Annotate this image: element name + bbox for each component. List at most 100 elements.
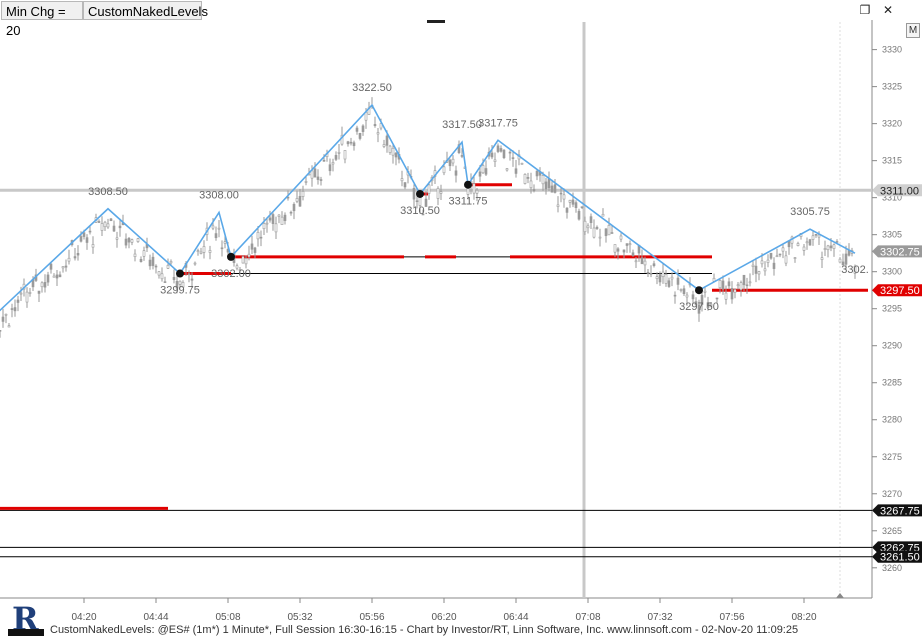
candle-body: [586, 225, 590, 229]
candle-body: [391, 147, 395, 156]
candle-body: [820, 257, 824, 260]
candle-body: [340, 134, 344, 145]
candle-body: [580, 206, 584, 208]
candle-body: [604, 228, 608, 237]
candle-body: [739, 282, 743, 290]
candle-body: [535, 170, 539, 177]
candle-body: [700, 295, 704, 305]
candle-body: [49, 263, 53, 270]
custom-naked-levels-tab[interactable]: CustomNakedLevels: [83, 1, 208, 20]
candle-body: [718, 280, 722, 289]
candle-body: [37, 290, 41, 294]
candle-body: [115, 237, 119, 240]
pivot-label: 3311.75: [449, 196, 488, 208]
pivot-label: 3299.75: [160, 285, 200, 297]
x-tick-label: 08:20: [791, 612, 816, 623]
candle-body: [523, 174, 527, 184]
candle-body: [442, 166, 446, 174]
candle-body: [673, 294, 677, 297]
candle-body: [481, 165, 485, 174]
candle-body: [655, 276, 659, 279]
candle-body: [541, 175, 545, 185]
candle-body: [136, 238, 140, 242]
candle-body: [148, 259, 152, 267]
candle-body: [829, 245, 833, 249]
candle-body: [595, 226, 599, 229]
candle-body: [400, 178, 404, 182]
m-button[interactable]: M: [906, 23, 920, 38]
candle-body: [658, 274, 662, 283]
candle-body: [697, 304, 701, 314]
candle-body: [394, 152, 398, 158]
investor-rt-logo-icon: R: [8, 600, 44, 638]
candle-body: [706, 302, 710, 309]
candle-body: [16, 299, 20, 303]
top-handle: [427, 20, 445, 23]
candle-body: [565, 207, 569, 213]
candle-body: [772, 262, 776, 269]
candle-body: [766, 259, 770, 263]
candle-body: [376, 132, 380, 135]
candle-body: [43, 282, 47, 288]
candle-body: [496, 145, 500, 152]
candle-body: [661, 271, 665, 278]
candle-body: [40, 282, 44, 288]
close-icon[interactable]: ✕: [882, 3, 894, 17]
candle-body: [583, 220, 587, 233]
candle-body: [58, 274, 62, 278]
candle-body: [436, 188, 440, 199]
restore-icon[interactable]: ❐: [859, 3, 871, 17]
candle-body: [631, 252, 635, 257]
candle-body: [748, 281, 752, 284]
candle-body: [730, 288, 734, 300]
candle-body: [559, 192, 563, 195]
time-marker-triangle-icon: [836, 593, 844, 598]
candle-body: [346, 141, 350, 145]
candle-body: [169, 261, 173, 264]
candle-body: [283, 214, 287, 221]
candle-body: [526, 177, 530, 179]
candle-body: [4, 313, 8, 316]
y-tick-label: 3275: [882, 452, 902, 462]
candle-body: [694, 301, 698, 305]
candle-body: [313, 168, 317, 178]
pivot-label: 3322.50: [352, 82, 392, 94]
candle-body: [607, 225, 611, 236]
candle-body: [196, 250, 200, 252]
x-tick-label: 06:44: [503, 612, 528, 623]
x-tick-label: 04:20: [71, 612, 96, 623]
candle-body: [796, 243, 800, 246]
candle-body: [532, 189, 536, 192]
candle-body: [259, 236, 263, 239]
candle-body: [361, 125, 365, 132]
candle-body: [292, 203, 296, 212]
candle-body: [178, 280, 182, 285]
candle-body: [568, 199, 572, 203]
x-tick-label: 07:32: [647, 612, 672, 623]
candle-body: [19, 292, 23, 295]
candle-body: [811, 235, 815, 240]
candle-body: [616, 248, 620, 252]
candle-body: [88, 230, 92, 233]
candle-body: [448, 159, 452, 167]
pivot-label: 3317.50: [442, 119, 482, 131]
candle-body: [769, 252, 773, 259]
y-tick-label: 3310: [882, 193, 902, 203]
candle-body: [319, 179, 323, 181]
candle-body: [295, 198, 299, 202]
candle-body: [349, 141, 353, 144]
candle-body: [322, 159, 326, 162]
candle-body: [379, 123, 383, 129]
candle-body: [214, 233, 218, 239]
candle-body: [328, 164, 332, 172]
candle-body: [256, 231, 260, 240]
candle-body: [757, 271, 761, 275]
y-tick-label: 3280: [882, 415, 902, 425]
candle-body: [424, 198, 428, 207]
candle-body: [415, 200, 419, 203]
candle-body: [520, 162, 524, 165]
min-chg-tab[interactable]: Min Chg = 20: [1, 1, 83, 38]
candle-body: [253, 247, 257, 253]
candle-body: [64, 265, 68, 268]
